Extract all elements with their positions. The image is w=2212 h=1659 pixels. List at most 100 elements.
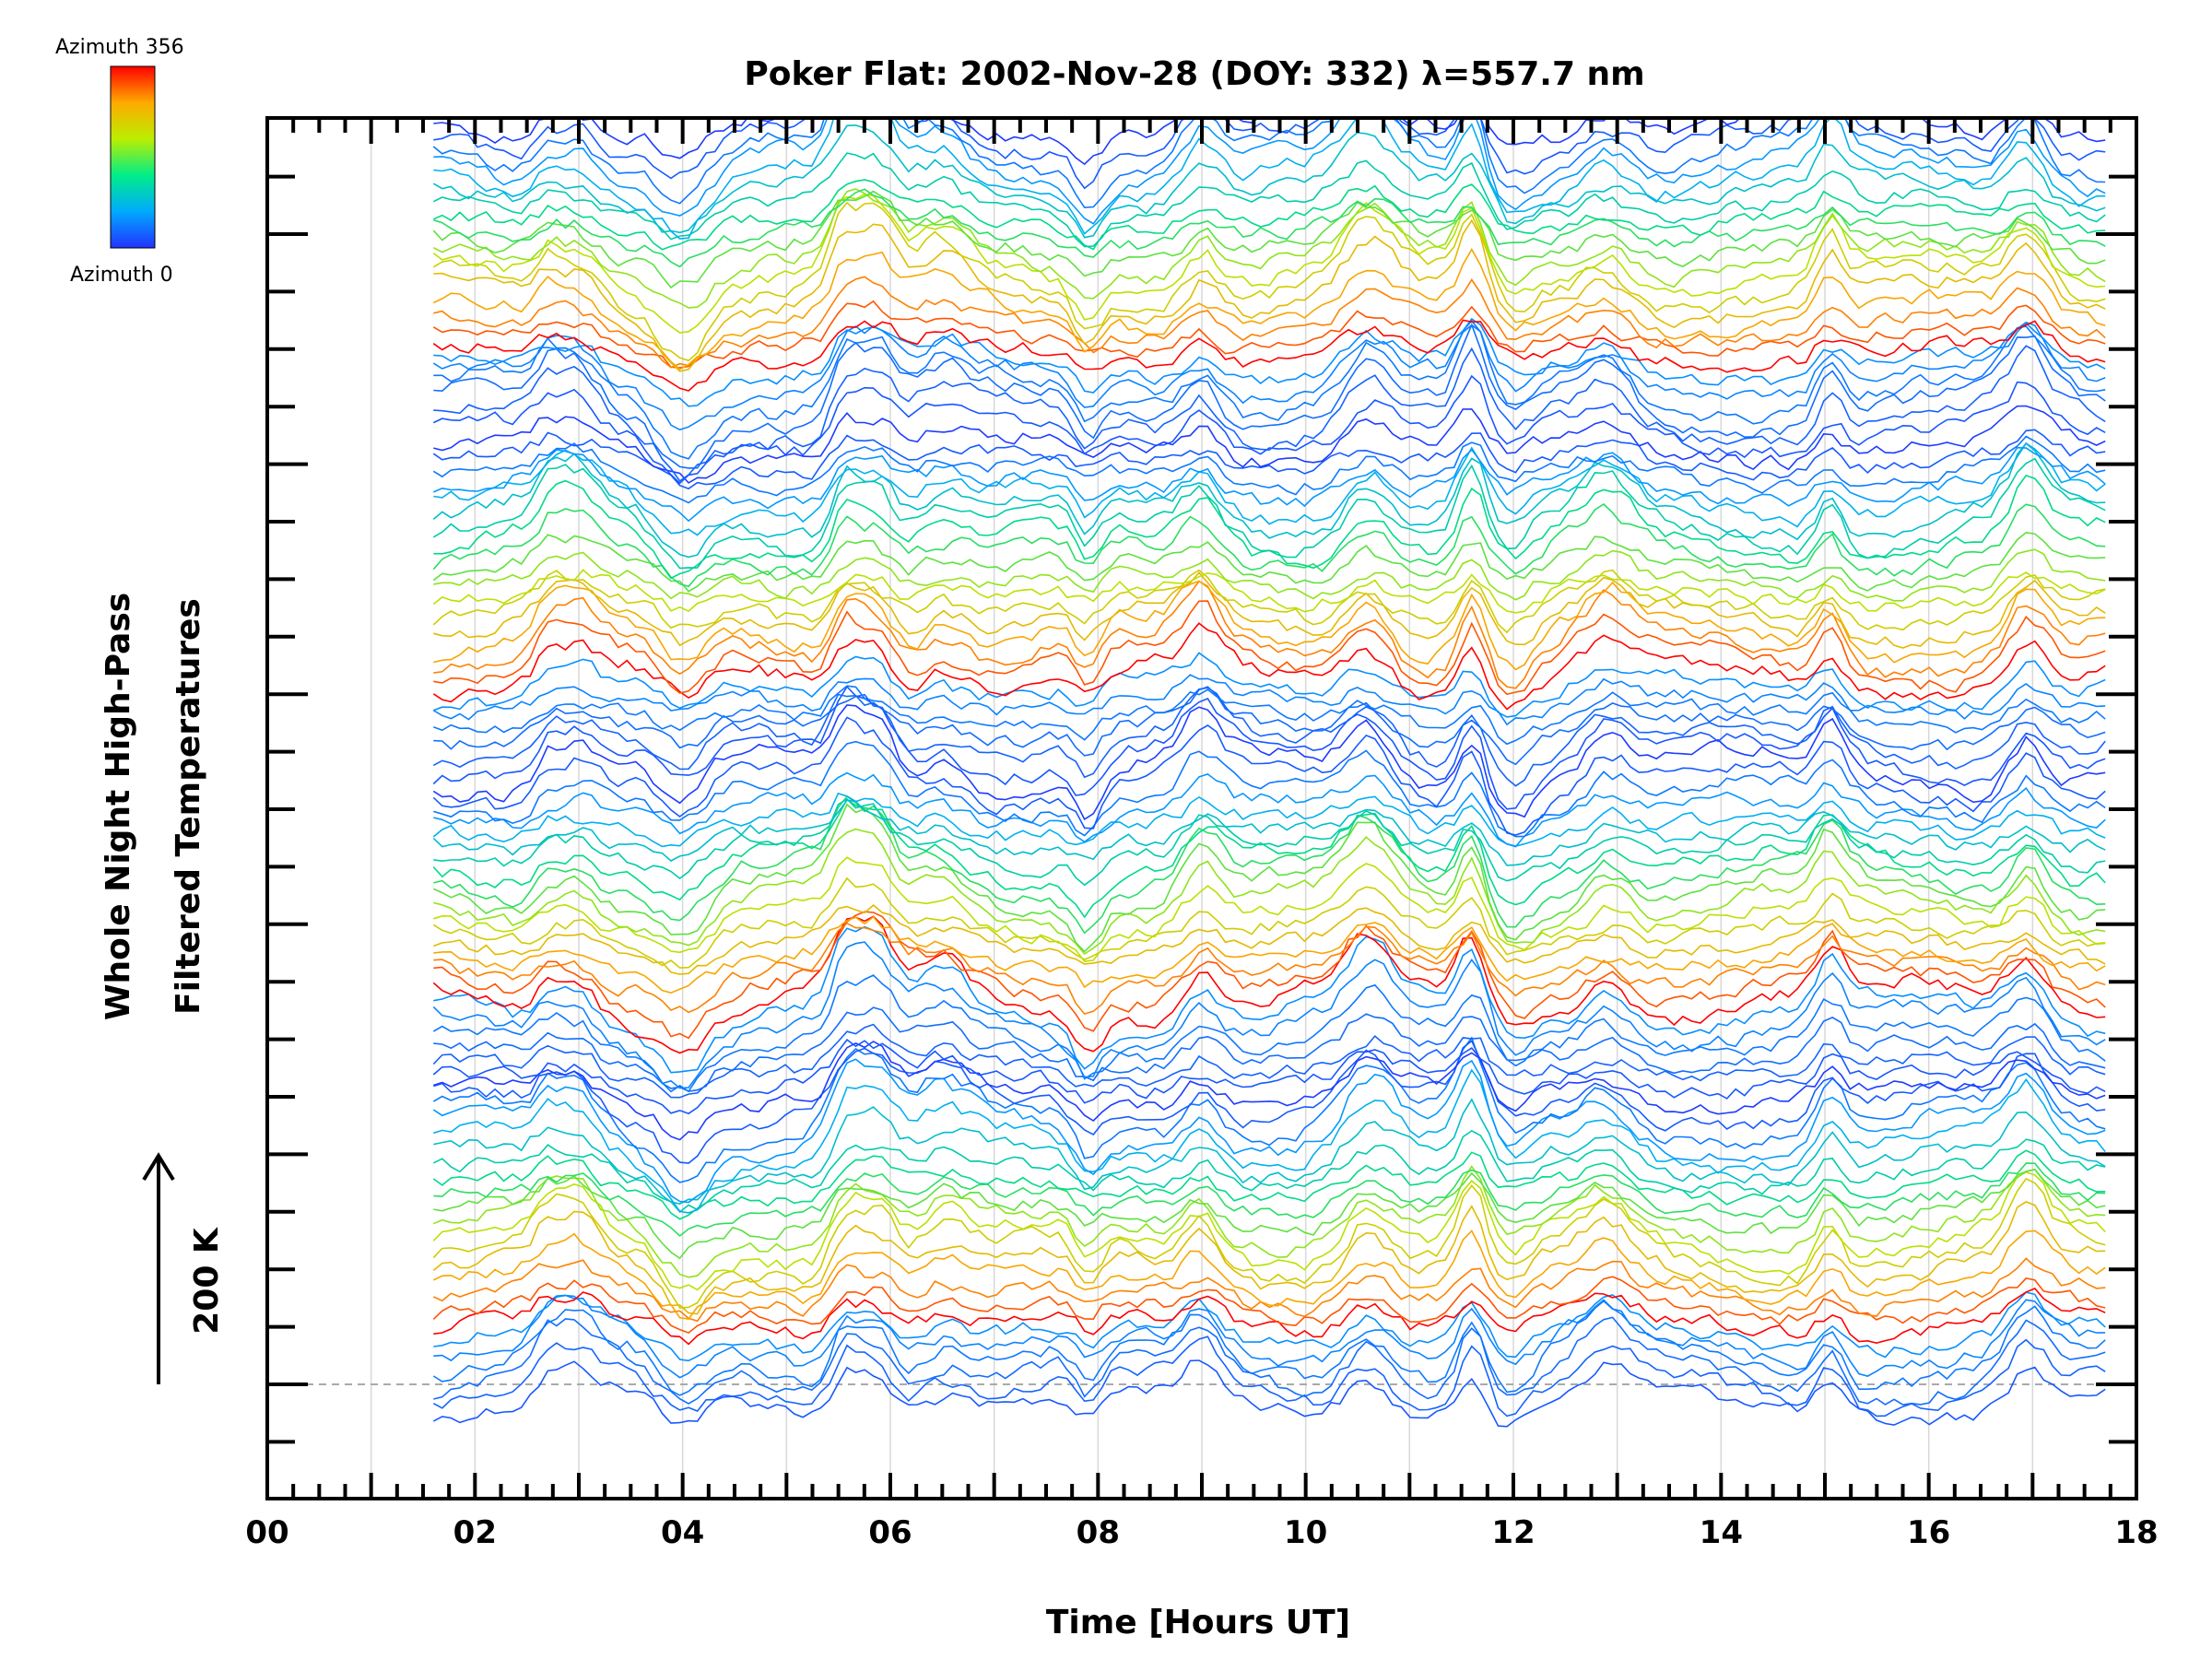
azimuth-series-line [433, 580, 2106, 689]
azimuth-series-line [432, 1165, 2106, 1278]
azimuth-series-line [433, 904, 2106, 975]
azimuth-series-line [432, 798, 2106, 919]
x-tick-labels: 00 02 04 06 08 10 12 14 16 18 [245, 1514, 2158, 1551]
azimuth-series-line [432, 716, 2106, 836]
colorbar: Azimuth 356 Azimuth 0 [55, 36, 184, 287]
azimuth-series-line [433, 276, 2106, 369]
x-tick-label: 16 [1907, 1514, 1950, 1551]
y-axis-label-line-1: Whole Night High-Pass [100, 593, 137, 1020]
azimuth-series-line [432, 1038, 2106, 1115]
azimuth-series-line [432, 877, 2106, 969]
azimuth-series-line [432, 441, 2106, 559]
azimuth-series-line [432, 300, 2106, 369]
azimuth-series-line [432, 915, 2106, 1054]
azimuth-series-line [432, 321, 2106, 431]
azimuth-series-line [433, 915, 2106, 994]
colorbar-top-label: Azimuth 356 [55, 36, 184, 59]
azimuth-series-line [433, 405, 2106, 484]
azimuth-series-line [432, 1230, 2106, 1320]
azimuth-series-line [433, 856, 2106, 962]
azimuth-series-line [433, 323, 2106, 469]
azimuth-series-line [432, 569, 2106, 614]
azimuth-series-line [433, 319, 2106, 460]
azimuth-series-line [432, 1276, 2106, 1335]
azimuth-series-line [433, 1041, 2106, 1141]
scale-arrow: 200 K [142, 1152, 226, 1384]
colorbar-gradient [110, 65, 156, 249]
azimuth-series-line [432, 1023, 2106, 1099]
azimuth-series-line [432, 1335, 2106, 1418]
azimuth-series-line [433, 188, 2106, 268]
azimuth-series-line [432, 974, 2106, 1093]
azimuth-series-line [432, 1036, 2106, 1183]
azimuth-series-line [433, 828, 2106, 956]
azimuth-series-line [432, 247, 2106, 371]
azimuth-series-line [432, 446, 2106, 523]
azimuth-series-line [432, 1201, 2106, 1315]
azimuth-series-line [432, 622, 2106, 711]
azimuth-series-line [432, 792, 2106, 848]
azimuth-series-line [433, 548, 2106, 602]
azimuth-series-line [432, 569, 2106, 634]
azimuth-series-line [433, 1040, 2106, 1164]
azimuth-series-line [432, 704, 2106, 821]
azimuth-series-line [432, 374, 2106, 485]
azimuth-series-line [432, 190, 2106, 289]
azimuth-series-line [433, 771, 2106, 848]
y-axis-label: Whole Night High-Pass Filtered Temperatu… [100, 593, 207, 1020]
azimuth-series-line [432, 1058, 2106, 1204]
azimuth-series-line [432, 152, 2106, 248]
azimuth-series-line [433, 218, 2106, 372]
azimuth-series-line [432, 1257, 2106, 1323]
azimuth-series-line [432, 1177, 2106, 1309]
azimuth-series-line [433, 1288, 2106, 1346]
azimuth-series-line [433, 797, 2106, 887]
azimuth-series-line [433, 1162, 2106, 1238]
azimuth-series-line [432, 799, 2106, 866]
azimuth-series-line [433, 1291, 2106, 1362]
x-tick-label: 18 [2114, 1514, 2158, 1551]
scale-label: 200 K [188, 1227, 226, 1335]
azimuth-series-line [433, 794, 2106, 935]
azimuth-series-line [432, 1300, 2106, 1396]
azimuth-series-line [433, 441, 2106, 536]
azimuth-series-line [433, 580, 2106, 671]
azimuth-series-line [432, 194, 2106, 334]
azimuth-series-line [432, 429, 2106, 490]
azimuth-series-line [432, 1129, 2106, 1213]
x-axis-label: Time [Hours UT] [1046, 1604, 1350, 1641]
azimuth-series-line [433, 1294, 2106, 1379]
colorbar-bottom-label: Azimuth 0 [70, 264, 173, 287]
x-tick-label: 10 [1284, 1514, 1327, 1551]
azimuth-series-line [432, 941, 2106, 1089]
azimuth-series-line [432, 685, 2106, 810]
azimuth-series-line [432, 201, 2106, 362]
x-tick-label: 14 [1700, 1514, 1743, 1551]
azimuth-series-line [433, 911, 2106, 1040]
axis-ticks [265, 118, 2138, 1499]
azimuth-series-line [433, 652, 2106, 718]
azimuth-series-line [433, 1168, 2106, 1260]
azimuth-series-line [433, 740, 2106, 838]
azimuth-series-line [432, 319, 2106, 392]
azimuth-series-line [432, 1171, 2106, 1291]
azimuth-series-line [433, 345, 2106, 483]
azimuth-series-line [433, 685, 2106, 746]
azimuth-series-line [433, 1098, 2106, 1205]
azimuth-series-line [432, 1149, 2106, 1220]
azimuth-series-line [432, 1359, 2106, 1428]
x-tick-label: 08 [1077, 1514, 1120, 1551]
azimuth-series-line [432, 687, 2106, 787]
azimuth-series-line [433, 922, 2106, 1016]
azimuth-series-line [432, 502, 2106, 588]
azimuth-series-line [432, 124, 2106, 239]
azimuth-series-line [432, 803, 2106, 953]
azimuth-series-line [432, 188, 2106, 309]
azimuth-series-line [433, 925, 2106, 1074]
x-tick-label: 02 [453, 1514, 497, 1551]
azimuth-series-line [432, 674, 2106, 726]
azimuth-series-line [432, 457, 2106, 570]
x-tick-label: 06 [868, 1514, 912, 1551]
azimuth-series-line [433, 686, 2106, 766]
